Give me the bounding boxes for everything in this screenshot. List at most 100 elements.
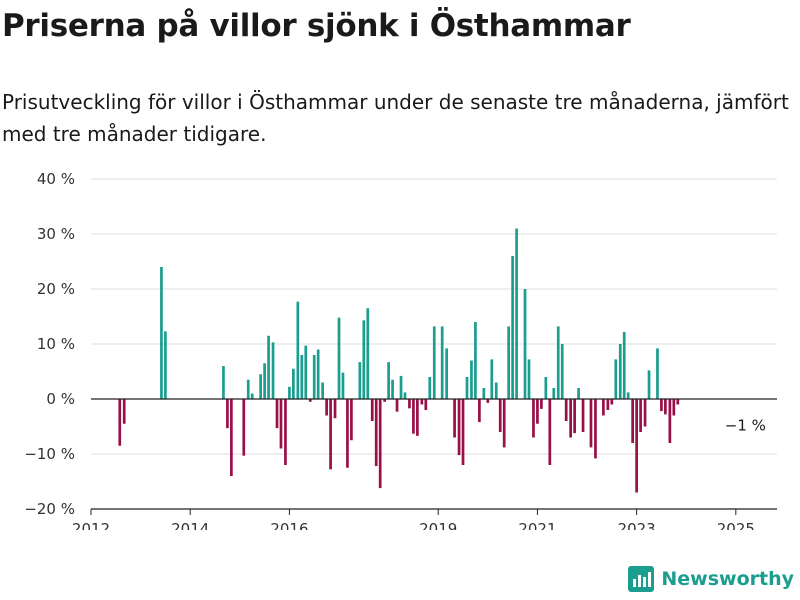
bar	[523, 289, 527, 399]
bar	[478, 399, 481, 423]
bar	[560, 344, 564, 399]
brand-name: Newsworthy	[661, 568, 794, 590]
bar	[122, 399, 126, 424]
tick-labels: −20 % −10 % 0 % 10 % 20 % 30 % 40 % 2012 2014 201…	[24, 170, 766, 530]
chart-subtitle: Prisutveckling för villor i Östhammar un…	[2, 90, 789, 146]
bar	[660, 399, 663, 412]
bar	[532, 399, 535, 438]
bar	[515, 228, 518, 399]
bar	[544, 377, 548, 399]
bar	[416, 399, 419, 436]
bar	[246, 379, 250, 399]
bar	[304, 345, 308, 399]
bar	[614, 359, 618, 399]
bar	[395, 399, 399, 412]
bar	[164, 331, 167, 399]
bar	[626, 392, 630, 399]
bar	[222, 366, 225, 399]
bar	[556, 326, 560, 399]
bar	[271, 342, 275, 399]
bar	[279, 399, 283, 449]
bar	[118, 399, 122, 446]
bar	[457, 399, 461, 456]
bar	[387, 362, 390, 399]
bar	[341, 372, 345, 399]
bar	[453, 399, 456, 438]
bar	[643, 399, 647, 427]
bar	[594, 399, 597, 459]
y-tick-label: 10 %	[37, 335, 75, 353]
bar	[631, 399, 635, 443]
bar	[378, 399, 382, 489]
x-tick-label: 2023	[618, 520, 656, 530]
bar	[370, 399, 374, 421]
bar	[420, 399, 424, 405]
bar	[474, 322, 477, 399]
bar	[292, 368, 295, 399]
end-value-label: −1 %	[725, 417, 766, 435]
bar	[494, 382, 498, 399]
bar	[507, 326, 510, 399]
bar	[482, 388, 486, 399]
y-tick-label: 20 %	[37, 280, 75, 298]
bar	[527, 359, 531, 399]
bar	[635, 399, 638, 493]
bar	[656, 348, 659, 399]
bar	[284, 399, 287, 465]
bar	[490, 359, 494, 399]
bar	[267, 335, 270, 399]
bar	[606, 399, 610, 410]
bar	[424, 399, 428, 410]
bar	[672, 399, 676, 416]
bar	[445, 348, 448, 399]
bar	[602, 399, 605, 416]
bar	[647, 370, 651, 399]
bar	[564, 399, 568, 421]
bar	[502, 399, 506, 448]
bar	[498, 399, 502, 432]
bar	[275, 399, 279, 429]
bar	[226, 399, 229, 429]
bar	[540, 399, 543, 409]
bar	[325, 399, 328, 416]
bar	[428, 377, 432, 399]
x-tick-label: 2019	[419, 520, 457, 530]
y-tick-label: 0 %	[46, 390, 75, 408]
brand-logo[interactable]: Newsworthy	[628, 566, 794, 592]
bar	[316, 349, 320, 399]
bar	[440, 326, 444, 399]
bar	[408, 399, 411, 409]
bar	[622, 331, 626, 399]
y-tick-label: 30 %	[37, 225, 75, 243]
bar	[639, 399, 642, 432]
bar	[329, 399, 332, 470]
bar	[664, 399, 667, 415]
bar	[259, 374, 262, 399]
bar	[432, 326, 436, 399]
bar-chart: −20 % −10 % 0 % 10 % 20 % 30 % 40 % 2012 2014 201…	[24, 170, 777, 530]
y-tick-label: −20 %	[24, 500, 75, 518]
bar	[618, 344, 622, 399]
x-tick-label: 2012	[72, 520, 110, 530]
bar	[242, 399, 246, 456]
x-tick-label: 2021	[518, 520, 556, 530]
x-tick-label: 2014	[171, 520, 209, 530]
bar	[263, 363, 266, 399]
bar	[486, 399, 490, 403]
bar	[333, 399, 337, 419]
bar	[668, 399, 672, 443]
bar	[581, 399, 585, 432]
bar	[366, 308, 370, 399]
bar	[250, 393, 254, 399]
axes	[90, 398, 777, 515]
bar	[589, 399, 593, 448]
y-tick-label: 40 %	[37, 170, 75, 188]
bar	[461, 399, 465, 465]
x-tick-label: 2025	[717, 520, 755, 530]
bar	[358, 362, 362, 399]
bars	[118, 228, 680, 493]
newsworthy-icon	[628, 566, 655, 592]
gridlines	[91, 178, 777, 455]
bar	[403, 392, 407, 399]
bar	[569, 399, 572, 438]
